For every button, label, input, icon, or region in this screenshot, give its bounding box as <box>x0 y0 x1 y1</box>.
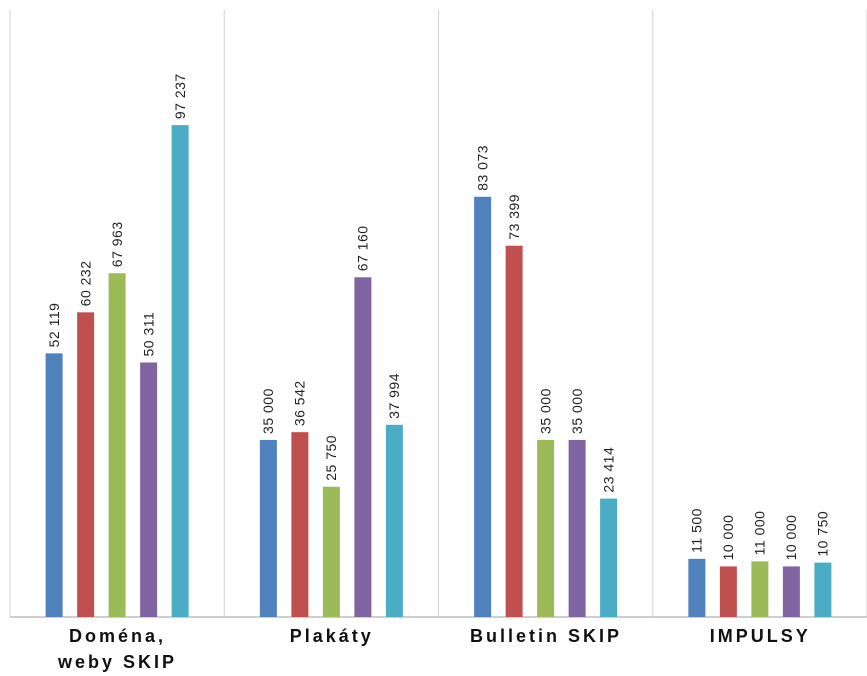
value-label: 36 542 <box>292 380 308 426</box>
bar <box>782 566 800 617</box>
value-label: 10 000 <box>720 515 736 561</box>
bar <box>751 561 769 617</box>
bar <box>259 439 277 617</box>
value-label: 23 414 <box>600 447 616 493</box>
value-label: 67 160 <box>355 225 371 271</box>
value-label: 10 750 <box>815 511 831 557</box>
category-label: IMPULSY <box>709 626 811 646</box>
bar <box>814 562 832 617</box>
value-label: 25 750 <box>323 435 339 481</box>
bar <box>171 125 189 617</box>
bar <box>505 245 523 617</box>
value-label: 97 237 <box>172 73 188 119</box>
value-label: 11 500 <box>689 508 705 553</box>
bar <box>45 353 63 617</box>
value-label: 35 000 <box>260 388 276 434</box>
value-label: 83 073 <box>474 145 490 191</box>
value-label: 11 000 <box>752 511 768 556</box>
bar <box>77 312 95 617</box>
value-label: 52 119 <box>46 303 62 348</box>
bar <box>140 362 158 617</box>
bar <box>719 566 737 617</box>
bar <box>474 196 492 618</box>
value-label: 60 232 <box>77 260 93 306</box>
bar <box>354 277 372 617</box>
bar <box>568 439 586 617</box>
value-label: 37 994 <box>386 373 402 419</box>
bar <box>108 273 126 617</box>
value-label: 10 000 <box>783 515 799 561</box>
value-label: 73 399 <box>506 194 522 240</box>
value-label: 35 000 <box>537 388 553 434</box>
category-label: Doména, weby SKIP <box>57 626 178 672</box>
bar <box>688 558 706 617</box>
value-label: 67 963 <box>109 221 125 267</box>
bar <box>385 424 403 617</box>
value-label: 35 000 <box>569 388 585 434</box>
bar <box>537 439 555 617</box>
value-label: 50 311 <box>140 312 156 357</box>
category-label: Bulletin SKIP <box>469 626 622 646</box>
category-label: Plakáty <box>289 626 374 646</box>
bar <box>291 432 309 617</box>
bar <box>322 486 340 617</box>
bar <box>600 498 618 617</box>
